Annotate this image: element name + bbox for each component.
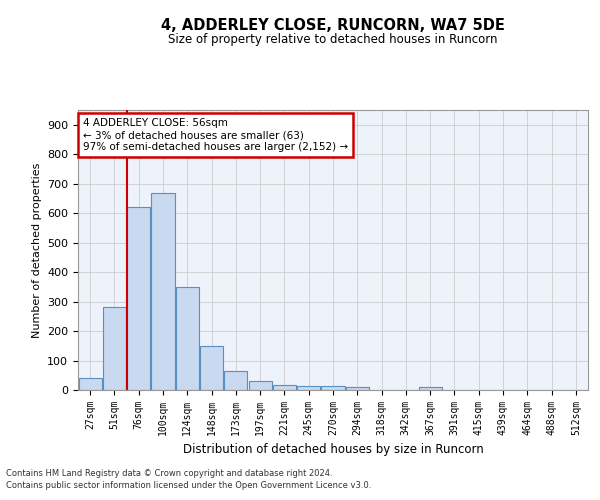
Bar xyxy=(103,308,126,390)
Text: Size of property relative to detached houses in Runcorn: Size of property relative to detached ho… xyxy=(168,32,498,46)
Bar xyxy=(346,387,369,390)
Text: 4 ADDERLEY CLOSE: 56sqm
← 3% of detached houses are smaller (63)
97% of semi-det: 4 ADDERLEY CLOSE: 56sqm ← 3% of detached… xyxy=(83,118,348,152)
Bar xyxy=(273,385,296,390)
Bar xyxy=(322,386,344,390)
Bar xyxy=(200,346,223,390)
Text: Contains HM Land Registry data © Crown copyright and database right 2024.: Contains HM Land Registry data © Crown c… xyxy=(6,468,332,477)
Text: 4, ADDERLEY CLOSE, RUNCORN, WA7 5DE: 4, ADDERLEY CLOSE, RUNCORN, WA7 5DE xyxy=(161,18,505,32)
Bar xyxy=(176,288,199,390)
Bar xyxy=(79,378,101,390)
Bar xyxy=(297,386,320,390)
Bar xyxy=(127,208,150,390)
Y-axis label: Number of detached properties: Number of detached properties xyxy=(32,162,41,338)
Bar xyxy=(419,387,442,390)
Bar xyxy=(224,371,247,390)
Bar xyxy=(248,381,272,390)
Bar xyxy=(151,192,175,390)
Text: Contains public sector information licensed under the Open Government Licence v3: Contains public sector information licen… xyxy=(6,481,371,490)
X-axis label: Distribution of detached houses by size in Runcorn: Distribution of detached houses by size … xyxy=(182,444,484,456)
